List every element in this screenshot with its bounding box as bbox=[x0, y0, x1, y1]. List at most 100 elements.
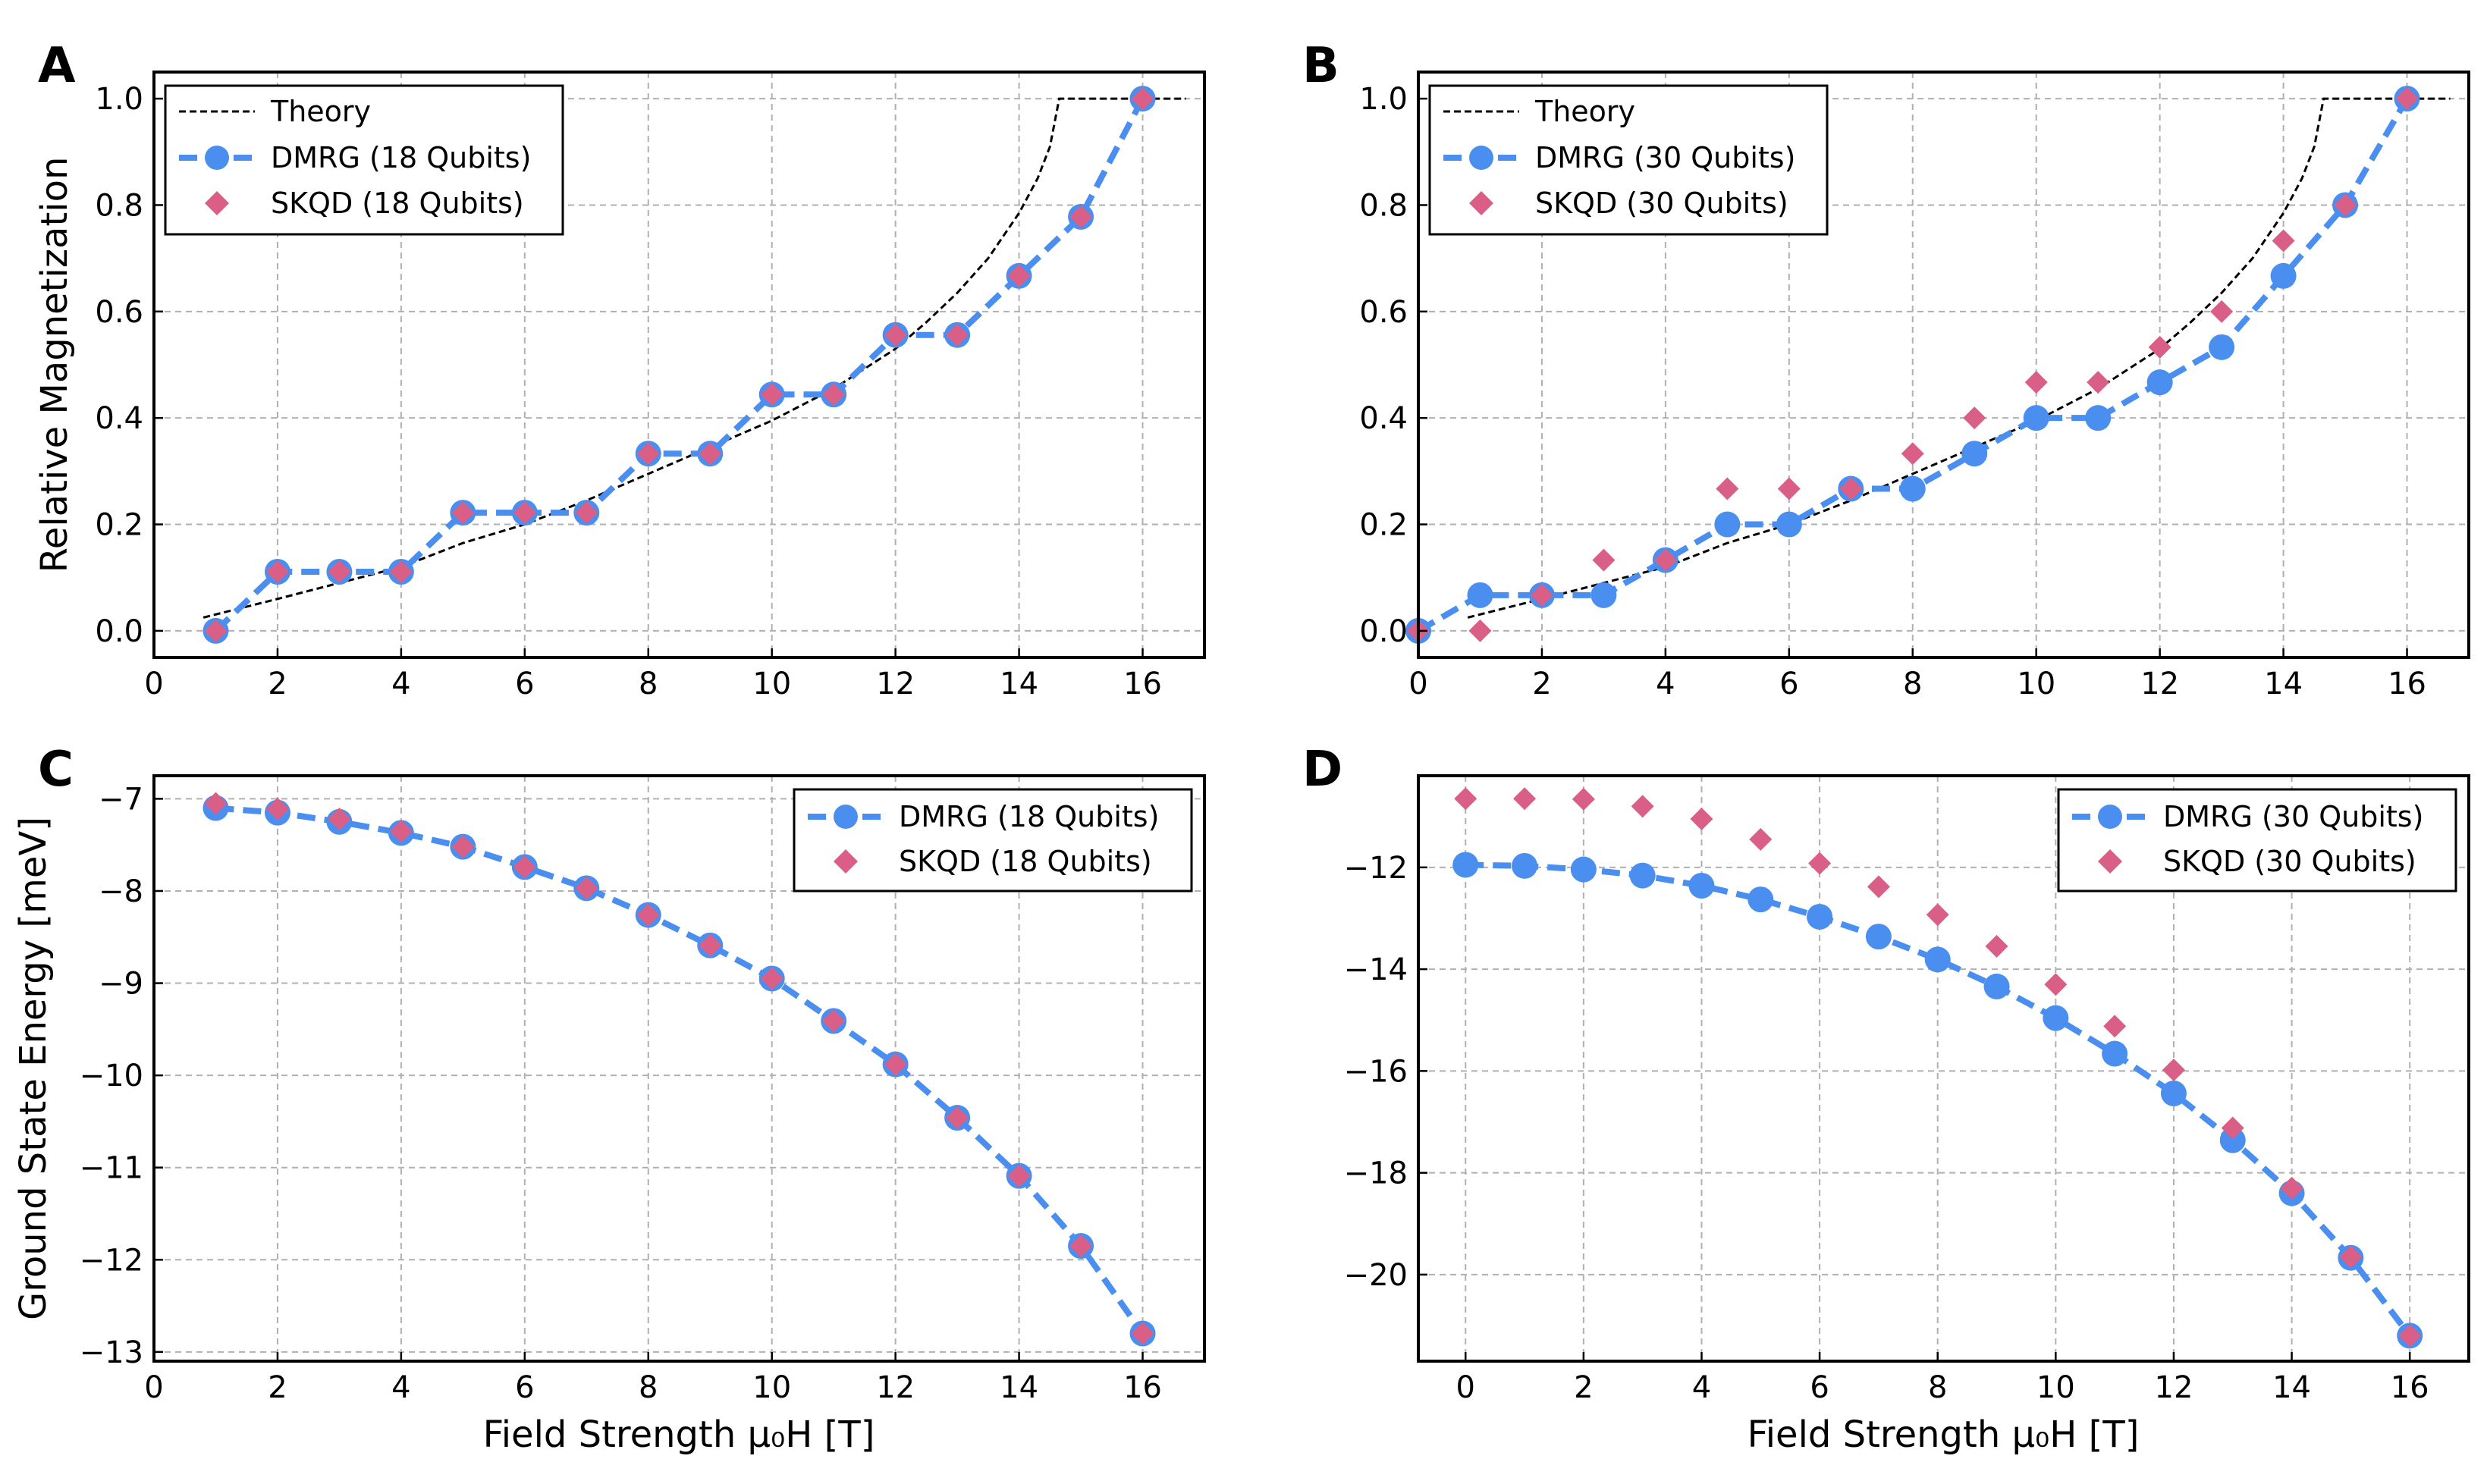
skqd-point bbox=[1777, 477, 1801, 500]
skqd-point bbox=[389, 560, 413, 584]
y-tick-label: −10 bbox=[80, 1059, 143, 1093]
x-tick-label: 12 bbox=[2140, 667, 2179, 701]
panel-b-ticks: 0 2 4 6 8 10 12 14 16 0.0 0.2 0.4 0.6 0.8 1.0 bbox=[1359, 82, 2426, 701]
x-tick-label: 6 bbox=[1810, 1370, 1829, 1405]
skqd-point bbox=[1069, 205, 1093, 228]
y-tick-label: 0.4 bbox=[95, 401, 143, 436]
skqd-point bbox=[451, 501, 475, 525]
skqd-point bbox=[636, 442, 660, 466]
skqd-point bbox=[328, 808, 351, 831]
skqd-point bbox=[513, 855, 536, 879]
panel-b-legend-skqd: SKQD (30 Qubits) bbox=[1535, 187, 1788, 220]
panel-c-ylabel: Ground State Energy [meV] bbox=[12, 817, 55, 1320]
skqd-point bbox=[2398, 1324, 2422, 1348]
skqd-point bbox=[884, 1053, 907, 1076]
panel-c-legend-dmrg-marker-icon bbox=[834, 805, 858, 829]
panel-a-legend-dmrg-marker-icon bbox=[205, 146, 229, 170]
skqd-point bbox=[513, 501, 536, 525]
dmrg-point bbox=[1924, 946, 1951, 973]
x-tick-label: 8 bbox=[1903, 667, 1922, 701]
skqd-point bbox=[2280, 1176, 2303, 1200]
skqd-point bbox=[2334, 193, 2357, 217]
skqd-point bbox=[1985, 934, 2008, 958]
panel-c-letter: C bbox=[38, 742, 74, 798]
panel-b-legend-dmrg: DMRG (30 Qubits) bbox=[1535, 141, 1795, 174]
y-tick-label: 0.4 bbox=[1359, 401, 1408, 436]
skqd-point bbox=[822, 383, 846, 406]
panel-a-legend: Theory DMRG (18 Qubits) SKQD (18 Qubits) bbox=[164, 84, 564, 236]
x-tick-label: 4 bbox=[391, 1370, 410, 1405]
x-tick-label: 10 bbox=[2036, 1370, 2075, 1405]
x-tick-label: 4 bbox=[391, 667, 410, 701]
dmrg-point bbox=[1590, 582, 1617, 608]
panel-a: 0 2 4 6 8 10 12 14 16 0.0 0.2 0.4 0.6 0.8 1.0 A Relati… bbox=[33, 38, 1206, 701]
skqd-point bbox=[1572, 787, 1595, 811]
skqd-point bbox=[760, 383, 783, 406]
skqd-point bbox=[1592, 548, 1616, 572]
dmrg-point bbox=[1776, 511, 1802, 538]
y-tick-label: −7 bbox=[99, 782, 143, 817]
y-tick-label: 1.0 bbox=[1359, 82, 1408, 117]
x-tick-label: 14 bbox=[2272, 1370, 2311, 1405]
dmrg-point bbox=[1865, 924, 1892, 950]
panel-a-legend-dmrg: DMRG (18 Qubits) bbox=[271, 141, 531, 174]
y-tick-label: −12 bbox=[1344, 851, 1408, 886]
panel-c-xlabel: Field Strength μ₀H [T] bbox=[483, 1413, 875, 1456]
x-tick-label: 10 bbox=[752, 1370, 791, 1405]
skqd-point bbox=[1653, 548, 1677, 572]
skqd-point bbox=[389, 819, 413, 842]
dmrg-point bbox=[1467, 582, 1493, 608]
panel-d-legend-skqd: SKQD (30 Qubits) bbox=[2163, 845, 2416, 878]
skqd-point bbox=[884, 323, 907, 347]
panel-b: 0 2 4 6 8 10 12 14 16 0.0 0.2 0.4 0.6 0.8 1.0 B Theory… bbox=[1302, 38, 2470, 701]
skqd-point bbox=[204, 792, 228, 815]
x-tick-label: 14 bbox=[1000, 1370, 1038, 1405]
skqd-point bbox=[2024, 371, 2048, 394]
skqd-point bbox=[1963, 406, 1986, 430]
skqd-point bbox=[946, 323, 969, 347]
panel-b-letter: B bbox=[1302, 38, 1339, 94]
skqd-point bbox=[1749, 827, 1773, 851]
y-tick-label: −12 bbox=[80, 1243, 143, 1278]
skqd-point bbox=[699, 442, 722, 466]
panel-c-legend-skqd: SKQD (18 Qubits) bbox=[899, 845, 1152, 878]
skqd-point bbox=[2221, 1116, 2244, 1140]
x-tick-label: 16 bbox=[2388, 667, 2426, 701]
skqd-point bbox=[328, 560, 351, 584]
x-tick-label: 6 bbox=[1779, 667, 1798, 701]
skqd-point bbox=[1530, 583, 1553, 607]
panel-a-legend-box bbox=[164, 84, 564, 236]
panel-d-legend-dmrg-marker-icon bbox=[2098, 805, 2122, 829]
dmrg-point bbox=[2160, 1080, 2187, 1106]
panel-d-legend-box bbox=[2057, 788, 2457, 893]
x-tick-label: 0 bbox=[144, 667, 163, 701]
x-tick-label: 16 bbox=[1123, 1370, 1162, 1405]
x-tick-label: 12 bbox=[876, 667, 915, 701]
y-tick-label: 0.2 bbox=[95, 508, 143, 543]
panel-b-series bbox=[1405, 86, 2451, 644]
y-tick-label: 0.0 bbox=[1359, 614, 1408, 649]
dmrg-point bbox=[1747, 886, 1774, 913]
panel-d-ticks: 0 2 4 6 8 10 12 14 16 −12 −14 −16 −18 −20 bbox=[1344, 851, 2429, 1405]
panel-b-legend-theory: Theory bbox=[1534, 95, 1635, 128]
y-tick-label: −14 bbox=[1344, 952, 1408, 987]
panel-b-legend-box bbox=[1428, 84, 1829, 236]
skqd-point bbox=[760, 967, 783, 990]
skqd-point bbox=[946, 1106, 969, 1130]
panel-d-frame bbox=[1417, 774, 2470, 1363]
skqd-point bbox=[1513, 787, 1537, 811]
dmrg-point bbox=[2209, 334, 2235, 360]
x-tick-label: 0 bbox=[1456, 1370, 1475, 1405]
x-tick-label: 4 bbox=[1692, 1370, 1711, 1405]
dmrg-point bbox=[1629, 862, 1656, 889]
panel-b-legend-dmrg-marker-icon bbox=[1469, 146, 1493, 170]
x-tick-label: 2 bbox=[1574, 1370, 1593, 1405]
skqd-point bbox=[636, 903, 660, 927]
skqd-point bbox=[822, 1009, 846, 1033]
x-tick-label: 8 bbox=[639, 667, 658, 701]
x-tick-label: 4 bbox=[1656, 667, 1675, 701]
y-tick-label: −11 bbox=[80, 1151, 143, 1186]
panel-c-legend-box bbox=[793, 788, 1193, 893]
x-tick-label: 16 bbox=[2391, 1370, 2429, 1405]
